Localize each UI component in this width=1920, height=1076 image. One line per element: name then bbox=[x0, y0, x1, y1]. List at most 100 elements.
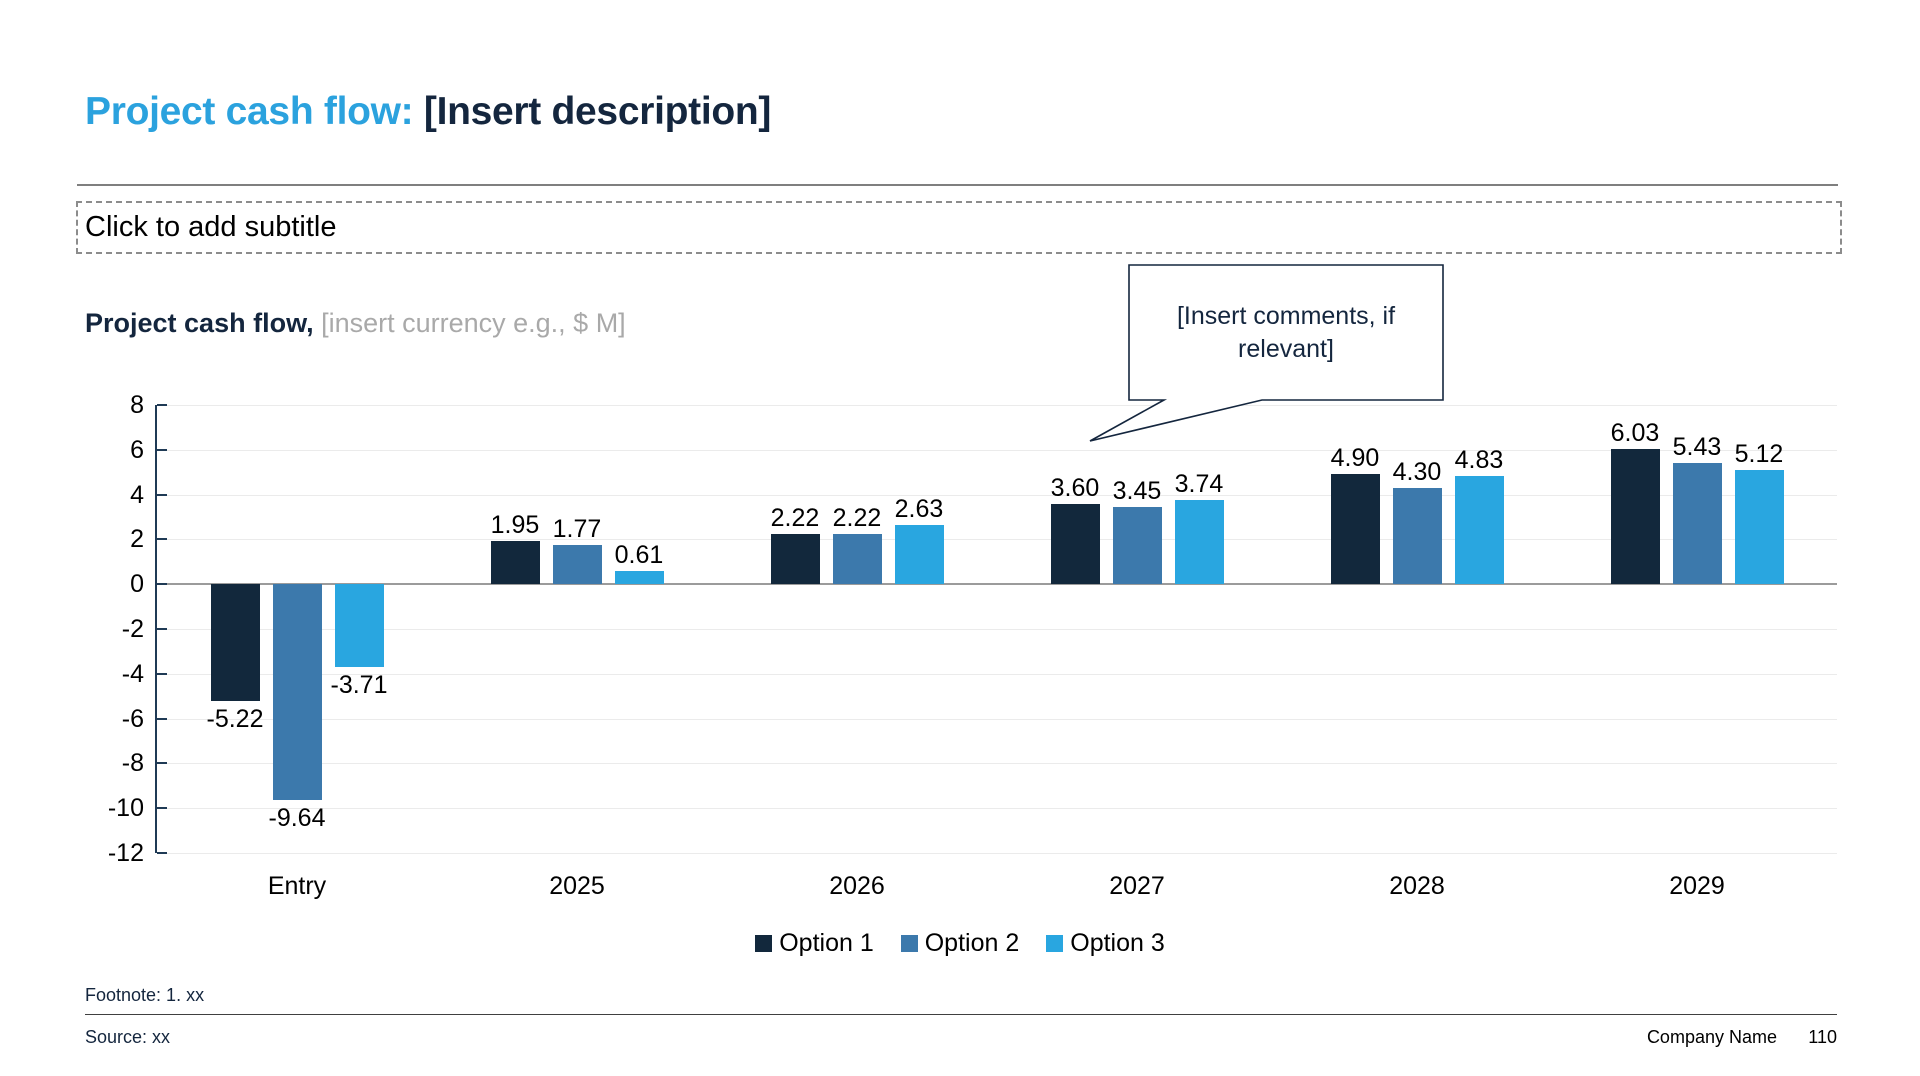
bar-value-label: 1.95 bbox=[490, 510, 540, 539]
bar bbox=[1734, 469, 1784, 585]
title-divider bbox=[77, 184, 1838, 186]
y-axis-tick bbox=[157, 717, 167, 720]
y-gridline bbox=[157, 494, 1837, 496]
callout-comment-box[interactable]: [Insert comments, if relevant] bbox=[1176, 301, 1396, 363]
y-gridline bbox=[157, 405, 1837, 406]
subtitle-placeholder-box[interactable]: Click to add subtitle bbox=[76, 201, 1842, 254]
y-gridline bbox=[157, 449, 1837, 451]
y-gridline bbox=[157, 718, 1837, 720]
y-axis-tick bbox=[157, 762, 167, 765]
chart-heading-bold: Project cash flow, bbox=[85, 308, 314, 338]
x-axis-label: 2027 bbox=[1109, 872, 1165, 900]
y-axis-tick bbox=[157, 672, 167, 675]
bar bbox=[1174, 500, 1224, 585]
y-axis-tick bbox=[157, 448, 167, 451]
y-gridline bbox=[157, 539, 1837, 541]
chart-legend: Option 1 Option 2 Option 3 bbox=[0, 928, 1920, 957]
y-axis-tick-label: -2 bbox=[121, 615, 144, 643]
y-axis-tick-label: -4 bbox=[121, 659, 144, 688]
y-axis-line bbox=[155, 405, 157, 853]
y-axis-tick-label: -6 bbox=[121, 704, 144, 733]
y-axis-tick bbox=[157, 583, 167, 586]
bar-value-label: 2.22 bbox=[770, 504, 820, 533]
bar-value-label: 4.90 bbox=[1330, 444, 1380, 473]
legend-item: Option 3 bbox=[1046, 928, 1165, 957]
bar-value-label: -3.71 bbox=[330, 671, 388, 700]
legend-item: Option 2 bbox=[900, 928, 1020, 957]
page-title-highlight: Project cash flow: bbox=[85, 90, 414, 133]
footer-divider bbox=[85, 1014, 1837, 1015]
x-axis-label: 2029 bbox=[1669, 872, 1725, 900]
bar bbox=[490, 540, 540, 585]
bar-value-label: 4.83 bbox=[1454, 446, 1504, 474]
x-axis-label: 2026 bbox=[829, 872, 885, 900]
page-title-rest: [Insert description] bbox=[413, 90, 772, 133]
y-axis-tick bbox=[157, 538, 167, 541]
y-axis-tick bbox=[157, 628, 167, 630]
page-title: Project cash flow: [Insert description] bbox=[85, 90, 771, 134]
bar bbox=[1454, 476, 1504, 585]
bar bbox=[614, 570, 664, 585]
y-axis-tick-label: 4 bbox=[130, 480, 144, 509]
y-axis-tick bbox=[157, 807, 167, 810]
chart-heading-muted: [insert currency e.g., $ M] bbox=[313, 308, 626, 338]
company-name: Company Name bbox=[1646, 1027, 1777, 1047]
bar-value-label: -9.64 bbox=[268, 804, 326, 833]
y-axis-tick-label: 6 bbox=[130, 435, 144, 464]
legend-label: Option 2 bbox=[924, 928, 1020, 957]
legend-swatch bbox=[900, 934, 918, 952]
x-axis-label: Entry bbox=[267, 872, 327, 900]
y-axis-tick-label: 0 bbox=[130, 570, 144, 599]
x-axis-label: 2025 bbox=[549, 872, 605, 900]
bar bbox=[1112, 506, 1162, 585]
y-axis-tick-label: 2 bbox=[130, 525, 144, 554]
footnote-text: Footnote: 1. xx bbox=[85, 985, 205, 1005]
bar bbox=[552, 544, 602, 585]
bar-value-label: 2.63 bbox=[894, 495, 944, 524]
legend-swatch bbox=[755, 934, 773, 952]
bar-value-label: 2.22 bbox=[832, 504, 882, 533]
bar bbox=[1610, 449, 1660, 585]
zero-baseline bbox=[157, 583, 1837, 586]
y-gridline bbox=[157, 629, 1837, 630]
bar-value-label: 1.77 bbox=[552, 514, 602, 543]
legend-label: Option 3 bbox=[1070, 928, 1165, 957]
bar bbox=[770, 534, 820, 585]
bar bbox=[1672, 462, 1722, 585]
bar-value-label: -5.22 bbox=[206, 705, 264, 734]
bar bbox=[1050, 503, 1100, 585]
bar-value-label: 5.12 bbox=[1734, 439, 1784, 468]
y-gridline bbox=[157, 763, 1837, 765]
x-axis-label: 2028 bbox=[1389, 872, 1445, 900]
subtitle-placeholder-text: Click to add subtitle bbox=[85, 211, 337, 243]
y-axis-tick-label: -12 bbox=[107, 839, 144, 867]
y-axis-tick bbox=[157, 493, 167, 496]
bar bbox=[272, 584, 322, 801]
page-number: 110 bbox=[1808, 1027, 1837, 1047]
y-axis-tick-label: -8 bbox=[121, 749, 144, 778]
bar-value-label: 4.30 bbox=[1392, 457, 1442, 486]
y-axis-tick-label: 8 bbox=[130, 391, 144, 419]
bar-value-label: 3.74 bbox=[1174, 470, 1224, 499]
bar bbox=[832, 534, 882, 585]
bar-value-label: 5.43 bbox=[1672, 432, 1722, 461]
y-gridline bbox=[157, 808, 1837, 810]
bar bbox=[1392, 487, 1442, 585]
y-axis-tick-label: -10 bbox=[107, 794, 144, 823]
y-axis-tick bbox=[157, 852, 167, 854]
bar bbox=[210, 584, 260, 702]
source-text: Source: xx bbox=[85, 1027, 171, 1047]
legend-item: Option 1 bbox=[755, 928, 874, 957]
bar bbox=[894, 525, 944, 585]
legend-label: Option 1 bbox=[779, 928, 874, 957]
bar-value-label: 6.03 bbox=[1610, 419, 1660, 448]
bar-value-label: 3.45 bbox=[1112, 476, 1162, 505]
bar-value-label: 0.61 bbox=[614, 540, 664, 569]
legend-swatch bbox=[1046, 934, 1064, 952]
chart-heading: Project cash flow, [insert currency e.g.… bbox=[85, 308, 626, 339]
y-gridline bbox=[157, 853, 1837, 854]
bar bbox=[334, 584, 384, 668]
y-gridline bbox=[157, 673, 1837, 675]
